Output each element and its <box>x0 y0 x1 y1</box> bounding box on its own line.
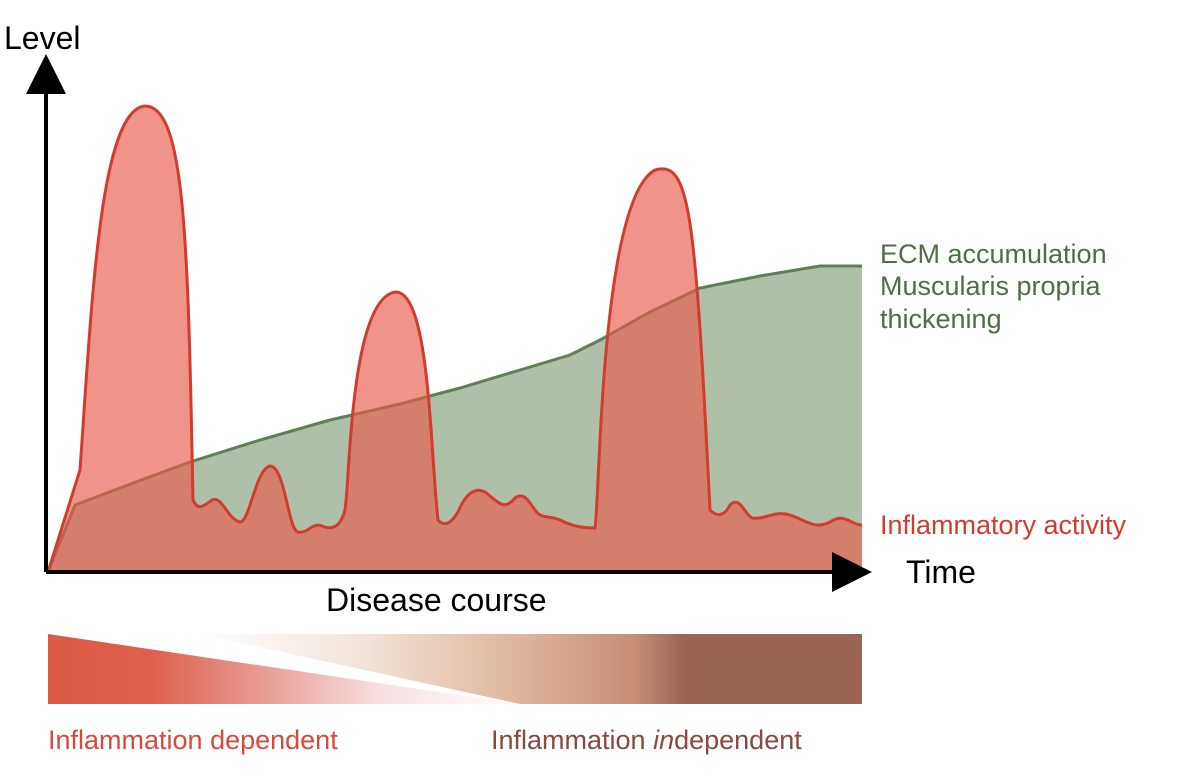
ecm-label-line-1: ECM accumulation <box>880 239 1107 269</box>
y-axis-label: Level <box>4 20 81 56</box>
inflammatory-activity-line <box>46 104 863 573</box>
inflammation-independent-wedge <box>200 634 862 704</box>
inflammation-dependent-label: Inflammation dependent <box>48 725 338 755</box>
inflammation-dependent-wedge <box>48 634 520 704</box>
indep-suffix: dependent <box>674 725 802 755</box>
x-axis-label: Time <box>906 554 976 590</box>
ecm-label-line-2: Muscularis propria <box>880 271 1101 302</box>
inflammatory-activity-area <box>48 106 862 572</box>
indep-prefix: Inflammation <box>491 725 654 755</box>
ecm-label-line-3: thickening <box>880 303 1002 334</box>
ecm-legend-label: ECM accumulation Muscularis propria thic… <box>880 238 1107 335</box>
inflammatory-activity-label: Inflammatory activity <box>880 510 1127 540</box>
disease-course-label: Disease course <box>326 582 547 618</box>
indep-italic: in <box>653 725 675 755</box>
inflammation-independent-label: Inflammation independent <box>491 727 802 754</box>
